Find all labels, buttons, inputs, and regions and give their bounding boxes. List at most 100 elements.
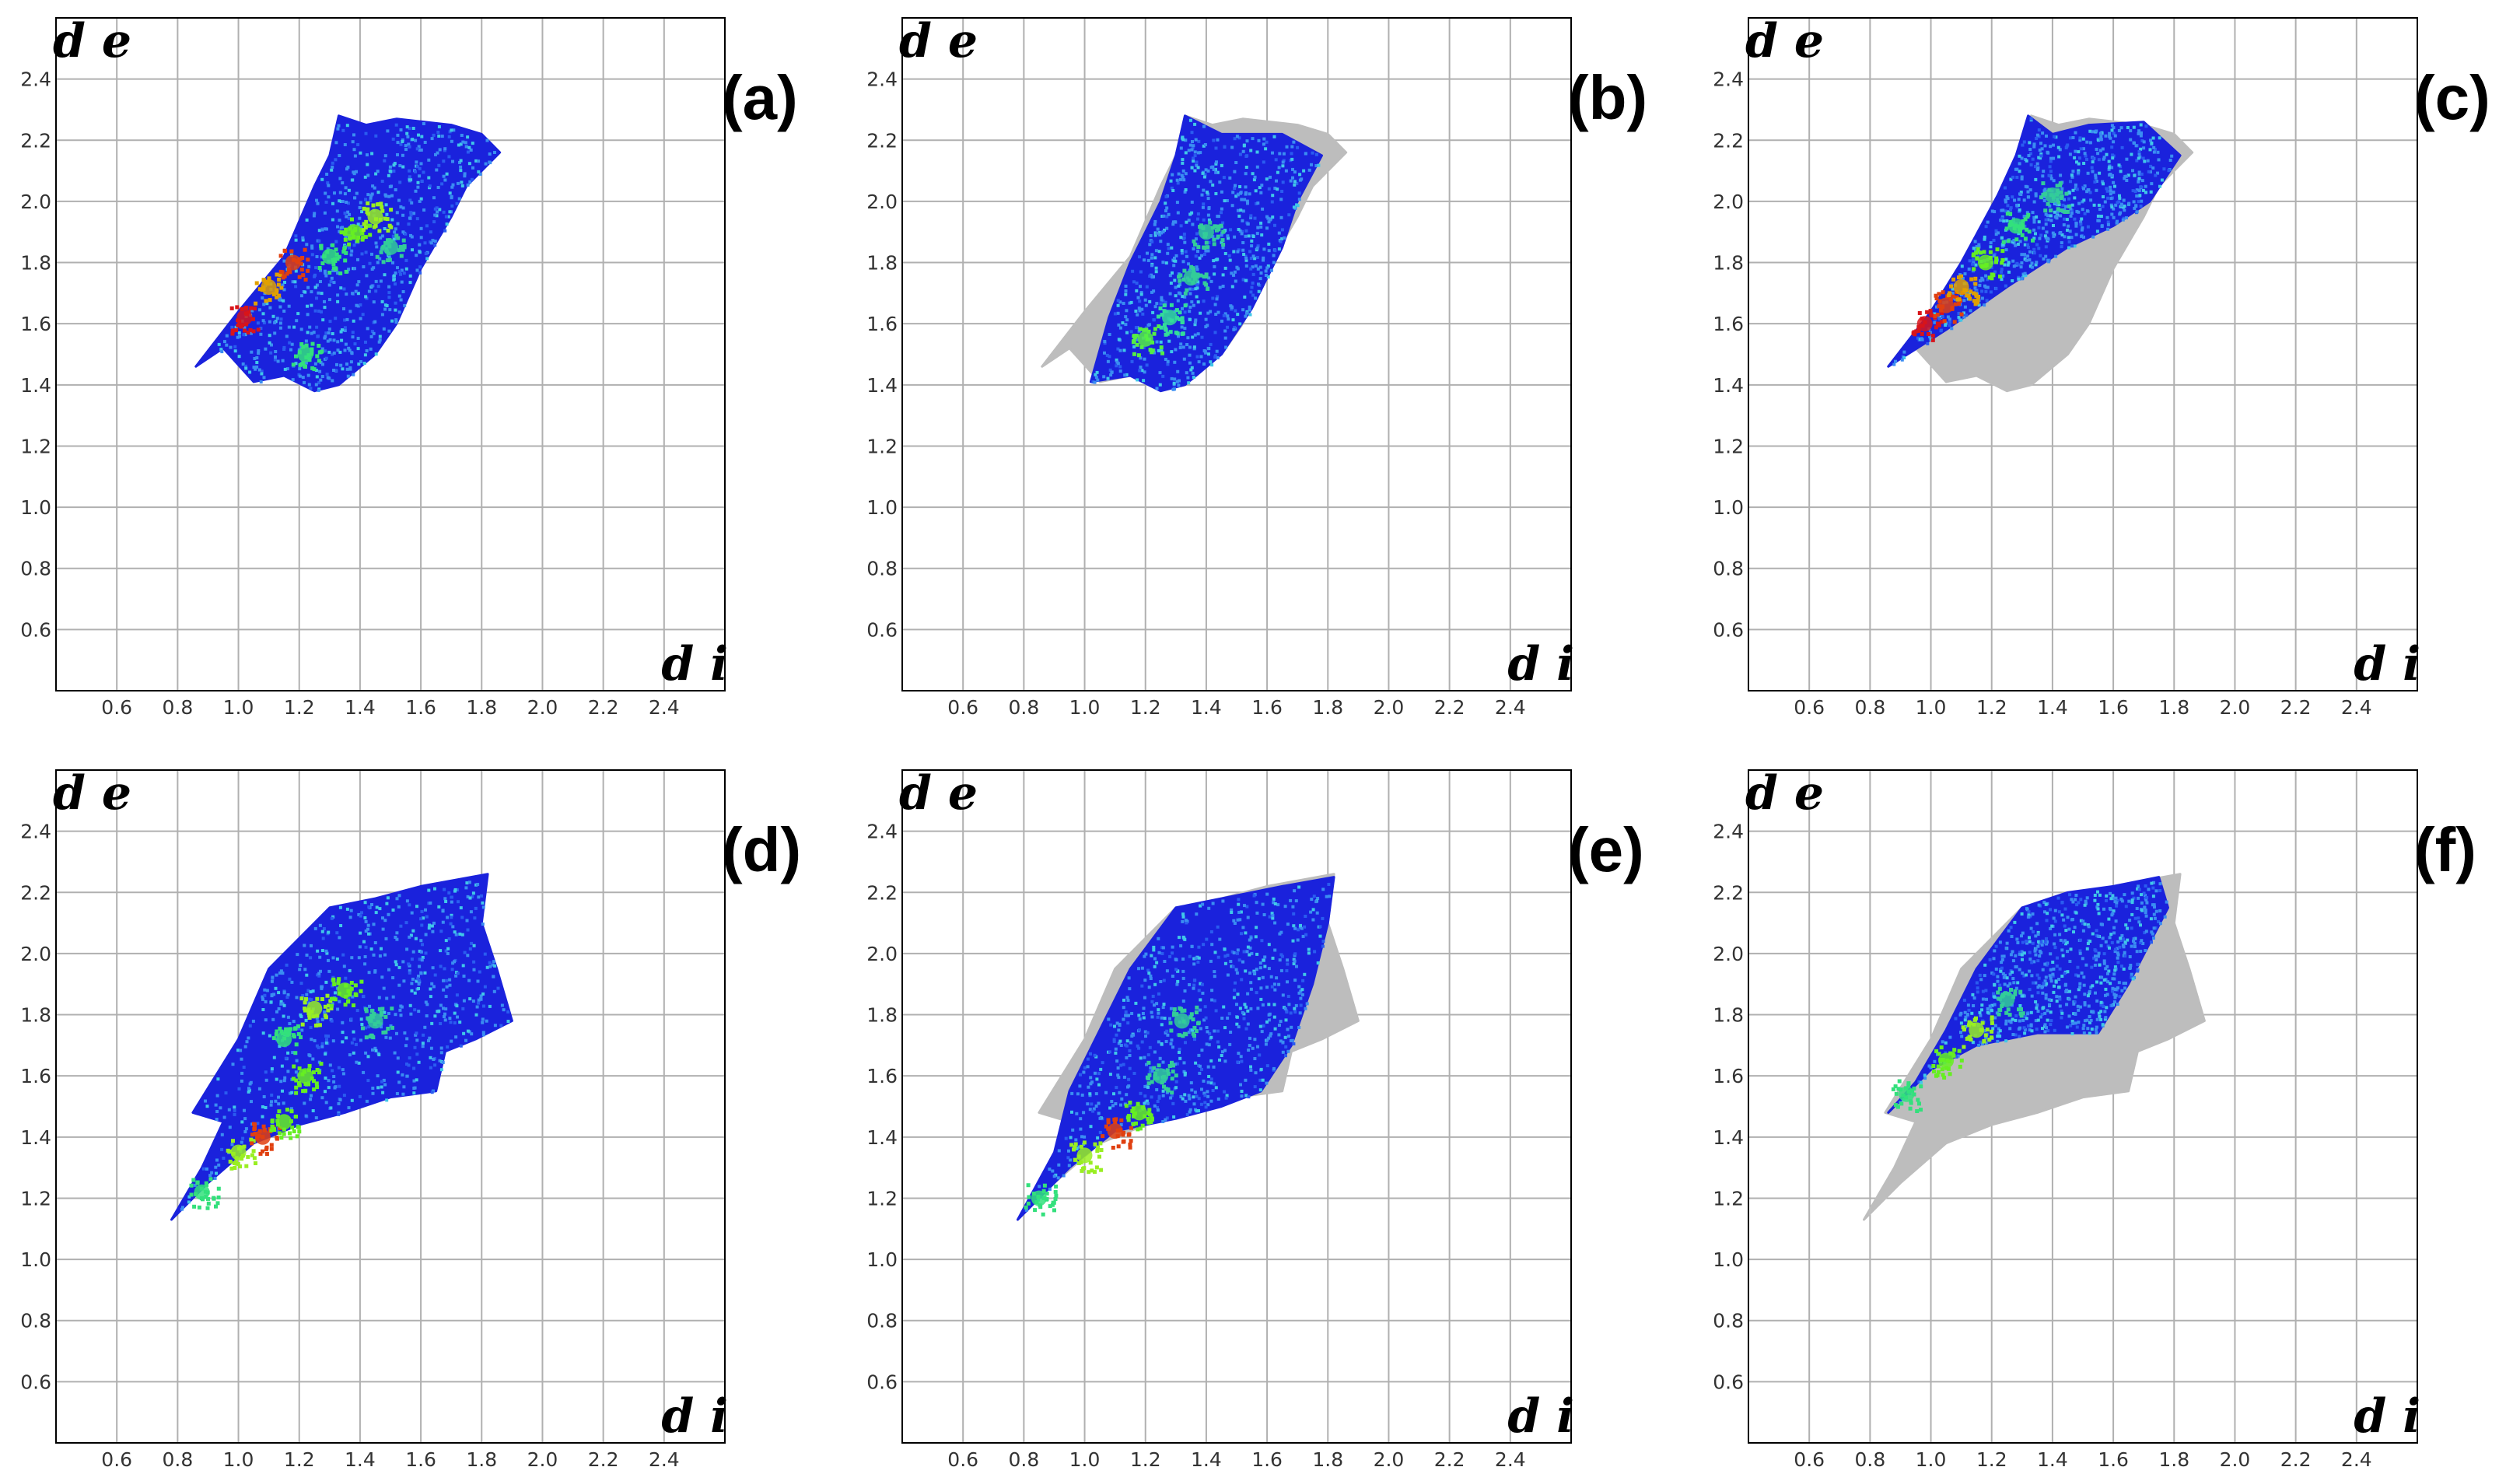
- density-speckle: [408, 198, 412, 202]
- density-speckle: [2060, 187, 2064, 191]
- density-speckle: [396, 1070, 400, 1074]
- density-speckle: [2032, 215, 2036, 219]
- density-speckle: [2109, 192, 2112, 196]
- density-speckle: [1150, 240, 1154, 243]
- density-speckle: [215, 1158, 219, 1162]
- density-speckle: [382, 327, 386, 331]
- density-speckle: [2070, 203, 2074, 207]
- density-speckle: [394, 936, 397, 939]
- density-speckle: [342, 965, 346, 968]
- density-speckle: [1137, 1046, 1141, 1050]
- density-speckle: [1128, 1066, 1132, 1070]
- density-speckle: [401, 290, 405, 293]
- density-speckle: [357, 280, 361, 284]
- highlighted-contact-region: [1089, 114, 1323, 393]
- density-speckle: [2110, 124, 2114, 128]
- y-tick-label: 1.0: [866, 496, 898, 519]
- density-speckle: [1220, 1017, 1224, 1020]
- density-speckle: [1261, 207, 1265, 211]
- panel-label: (e): [1568, 815, 1644, 884]
- density-speckle: [2055, 1000, 2059, 1003]
- hotspot-speckle: [1093, 1142, 1097, 1147]
- density-speckle: [384, 203, 388, 207]
- density-speckle: [1256, 1007, 1260, 1010]
- density-speckle: [2022, 198, 2026, 202]
- density-speckle: [1139, 285, 1142, 289]
- density-speckle: [2078, 1005, 2082, 1009]
- hotspot-speckle: [1199, 273, 1203, 278]
- density-speckle: [2160, 178, 2164, 182]
- y-tick-label: 0.8: [866, 558, 898, 580]
- density-speckle: [1140, 369, 1144, 373]
- density-speckle: [261, 319, 265, 323]
- x-tick-label: 1.6: [1251, 1448, 1283, 1471]
- density-speckle: [2035, 162, 2039, 166]
- hotspot-speckle: [381, 260, 386, 264]
- density-speckle: [379, 279, 383, 283]
- density-speckle: [1314, 900, 1318, 904]
- density-speckle: [1192, 345, 1196, 349]
- density-speckle: [2111, 897, 2115, 901]
- density-speckle: [1197, 1097, 1201, 1101]
- density-speckle: [1094, 1092, 1098, 1096]
- density-speckle: [405, 947, 409, 951]
- density-speckle: [373, 1046, 377, 1050]
- density-speckle: [1173, 387, 1176, 391]
- density-speckle: [1236, 250, 1240, 254]
- density-speckle: [1251, 172, 1255, 176]
- density-speckle: [1158, 1056, 1162, 1060]
- density-speckle: [1160, 298, 1164, 302]
- density-speckle: [1231, 965, 1235, 968]
- density-speckle: [2018, 162, 2021, 166]
- density-speckle: [359, 914, 362, 918]
- density-speckle: [1159, 240, 1163, 243]
- density-speckle: [1175, 201, 1179, 205]
- density-speckle: [2006, 204, 2010, 208]
- density-speckle: [277, 1102, 281, 1106]
- density-speckle: [402, 271, 406, 275]
- hotspot-speckle: [348, 236, 352, 241]
- density-speckle: [282, 259, 286, 263]
- density-speckle: [1196, 332, 1200, 336]
- density-speckle: [1095, 370, 1099, 374]
- density-speckle: [376, 261, 380, 264]
- density-speckle: [2090, 965, 2094, 969]
- density-speckle: [272, 1056, 276, 1059]
- hotspot-speckle: [366, 223, 370, 228]
- x-tick-label: 1.8: [2158, 696, 2189, 719]
- density-speckle: [418, 265, 422, 269]
- hotspot-speckle: [288, 1131, 292, 1136]
- density-speckle: [1196, 250, 1199, 254]
- density-speckle: [445, 172, 449, 176]
- density-speckle: [407, 142, 411, 146]
- density-speckle: [2061, 203, 2065, 207]
- density-speckle: [2018, 1019, 2021, 1023]
- density-speckle: [1304, 152, 1307, 156]
- density-speckle: [396, 153, 399, 156]
- hotspot-speckle: [230, 331, 235, 336]
- density-speckle: [1181, 345, 1185, 349]
- density-speckle: [1221, 221, 1225, 225]
- density-speckle: [1146, 1101, 1150, 1105]
- density-speckle: [1289, 1011, 1293, 1015]
- hotspot-speckle: [1930, 338, 1935, 342]
- density-speckle: [1172, 264, 1176, 268]
- density-speckle: [1211, 296, 1215, 300]
- density-speckle: [370, 903, 373, 906]
- density-speckle: [1213, 303, 1217, 306]
- density-speckle: [329, 1106, 333, 1110]
- density-speckle: [2049, 1010, 2053, 1014]
- density-speckle: [1159, 980, 1163, 983]
- density-speckle: [1118, 300, 1122, 304]
- density-speckle: [2082, 147, 2085, 151]
- density-speckle: [1167, 212, 1171, 216]
- density-speckle: [1181, 295, 1185, 299]
- density-speckle: [1075, 1112, 1079, 1115]
- density-speckle: [1983, 237, 1986, 241]
- density-speckle: [1185, 1113, 1189, 1116]
- density-speckle: [1138, 1017, 1142, 1021]
- density-speckle: [283, 367, 287, 371]
- hotspot-speckle: [1966, 294, 1971, 298]
- x-tick-label: 0.6: [101, 1448, 132, 1471]
- density-speckle: [1157, 951, 1161, 954]
